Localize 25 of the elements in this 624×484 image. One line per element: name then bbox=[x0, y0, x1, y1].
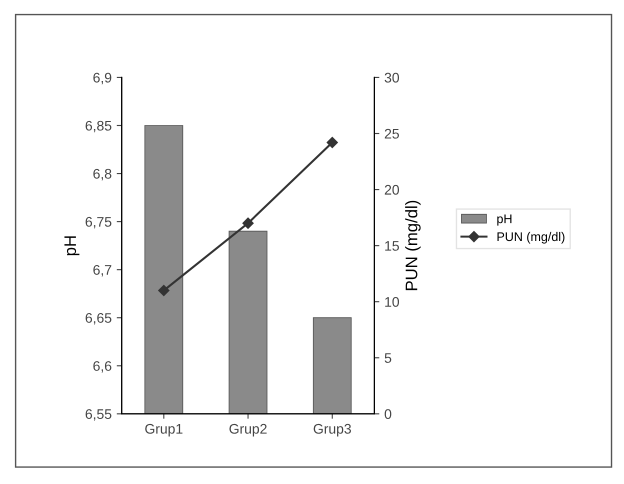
y2-tick-label: 20 bbox=[384, 184, 400, 195]
point bbox=[158, 284, 170, 296]
y2-tick-label: 10 bbox=[385, 297, 400, 307]
y2-tick-label: 25 bbox=[384, 128, 399, 139]
y-tick-label: 6,75 bbox=[86, 216, 112, 228]
y2-tick-label: 30 bbox=[384, 72, 400, 83]
legend-label: pH bbox=[497, 214, 512, 226]
y-axis-title: pH bbox=[64, 236, 80, 256]
x-tick-label: Grup3 bbox=[314, 424, 351, 436]
point bbox=[242, 218, 254, 229]
y-tick-label: 6,55 bbox=[86, 409, 112, 421]
y2-tick-label: 5 bbox=[384, 353, 392, 363]
y2-tick-label: 0 bbox=[384, 409, 392, 419]
y2-axis-title: PUN (mg/dl) bbox=[405, 200, 421, 290]
point bbox=[326, 136, 338, 148]
y-tick-label: 6,7 bbox=[93, 264, 112, 276]
y-tick-label: 6,8 bbox=[93, 168, 112, 180]
y-tick-label: 6,9 bbox=[93, 72, 112, 84]
x-tick-label: Grup2 bbox=[229, 424, 267, 436]
y2-tick-label: 15 bbox=[385, 241, 399, 251]
x-tick-label: Grup1 bbox=[145, 424, 182, 436]
legend-label: PUN (mg/dl) bbox=[497, 232, 564, 244]
y-tick-label: 6,85 bbox=[86, 120, 112, 132]
y-tick-label: 6,65 bbox=[86, 313, 112, 325]
y-tick-label: 6,6 bbox=[93, 361, 112, 373]
